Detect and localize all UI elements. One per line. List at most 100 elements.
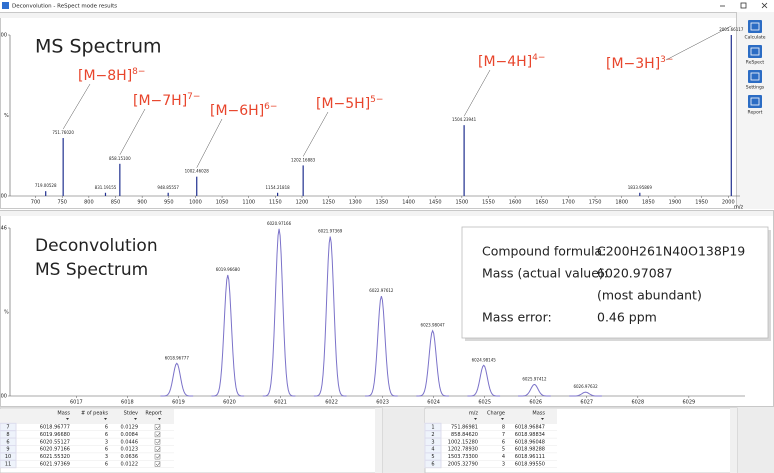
cell: 4	[502, 454, 505, 460]
ion: [M−3H]	[606, 56, 660, 72]
peak-label: 6021.97369	[318, 229, 343, 234]
x-tick-label: 1150	[269, 200, 282, 206]
cell: 8	[6, 432, 9, 438]
scrollbar[interactable]	[730, 408, 737, 473]
maximize[interactable]	[740, 2, 747, 9]
x-tick-label: 1300	[349, 200, 362, 206]
cell: 3	[105, 439, 108, 445]
cell: 2	[431, 432, 434, 438]
checkbox[interactable]	[154, 453, 161, 460]
check	[155, 447, 161, 452]
x-tick-label: 700	[31, 200, 41, 206]
cell: 6018.96847	[515, 425, 545, 431]
ion: [M−8H]	[78, 68, 132, 84]
ms-panel	[0, 12, 737, 209]
cell: 5	[431, 454, 434, 460]
x-tick-label: 2000	[722, 200, 735, 206]
checkbox[interactable]	[154, 439, 161, 445]
x-tick-label: 6021	[274, 400, 287, 406]
scrollbar[interactable]	[375, 408, 382, 473]
y-tick-label: 0.00	[0, 394, 7, 400]
sidebar-icon[interactable]	[748, 70, 762, 83]
peak	[262, 228, 296, 397]
peak-label: 1833.95869	[628, 185, 653, 190]
ion: [M−4H]	[478, 54, 532, 70]
ion-annotation: [M−6H]6−	[210, 102, 277, 120]
peak-label: 948.85557	[157, 185, 179, 190]
cell: 7	[502, 432, 505, 438]
peak-label: 1504.23941	[452, 117, 477, 122]
peak-label: 6023.98047	[421, 323, 446, 328]
filter-arrow	[158, 418, 161, 420]
info-value: 0.46 ppm	[597, 310, 657, 325]
x-tick-label: 6019	[172, 400, 185, 406]
peak-label: 1154.21818	[266, 185, 291, 190]
sidebar-icon-detail	[750, 22, 760, 31]
close[interactable]	[761, 2, 768, 9]
x-tick-label: 6029	[682, 400, 695, 406]
y-tick-label: 0.00	[0, 194, 7, 200]
info-label: Mass error:	[482, 310, 552, 325]
leader-line	[302, 111, 329, 157]
cell: 6018.96048	[515, 439, 545, 445]
table-header	[425, 409, 557, 424]
peak-label: 6020.97166	[267, 221, 292, 226]
leader-line	[196, 118, 223, 168]
x-tick-label: 1850	[642, 200, 655, 206]
peak-label: 6026.97632	[573, 384, 598, 389]
x-tick-label: 900	[137, 200, 147, 206]
cell: 0.0129	[121, 425, 139, 431]
checkbox[interactable]	[154, 446, 161, 452]
cell: 6019.96680	[40, 432, 70, 438]
check	[155, 432, 161, 437]
x-tick-label: 950	[164, 200, 174, 206]
y-axis-label: %	[4, 310, 9, 316]
x-tick-label: 6028	[631, 400, 644, 406]
cell: 11	[5, 462, 11, 468]
checkbox[interactable]	[154, 431, 161, 438]
sidebar-icon[interactable]	[748, 45, 762, 58]
cell: 3	[105, 454, 108, 460]
peak-label: 1002.46028	[185, 169, 210, 174]
cell: 10	[5, 454, 11, 460]
x-tick-label: 1950	[695, 200, 708, 206]
x-tick-label: 1500	[455, 200, 468, 206]
checkbox[interactable]	[154, 424, 161, 430]
cell: 6021.55320	[40, 454, 70, 460]
x-tick-label: 800	[84, 200, 94, 206]
checkbox[interactable]	[154, 461, 161, 467]
x-tick-label: 1800	[615, 200, 628, 206]
peak-label: 6025.97412	[522, 376, 547, 381]
peak-label: 719.00528	[35, 183, 57, 188]
peak-label: 2005.66117	[719, 27, 744, 32]
sidebar-icon[interactable]	[748, 20, 762, 33]
cell: 6	[502, 439, 505, 445]
leader-line	[665, 25, 732, 61]
filter-arrow	[541, 418, 544, 420]
cell: 858.84620	[451, 432, 478, 438]
charge: 4−	[532, 53, 545, 63]
ion-annotation: [M−5H]5−	[316, 95, 383, 113]
peak-label: 831.19155	[95, 185, 117, 190]
x-tick-label: 6017	[70, 400, 83, 406]
info-label: Mass (actual value):	[482, 266, 608, 281]
column-header: Mass	[57, 411, 70, 417]
cell: 6018.99550	[515, 462, 545, 468]
panel-title: Deconvolution	[35, 236, 158, 256]
peak-label: 858.15100	[109, 156, 131, 161]
cell: 6020.55127	[40, 439, 70, 445]
sidebar-icon-detail	[750, 97, 760, 106]
x-tick-label: 1600	[509, 200, 522, 206]
sidebar-icon[interactable]	[748, 95, 762, 108]
x-tick-label: 6025	[478, 400, 491, 406]
peak	[569, 391, 602, 397]
cell: 0.0123	[121, 447, 139, 453]
cell: 4	[431, 447, 434, 453]
x-tick-label: 1000	[189, 200, 202, 206]
cell: 1002.15280	[448, 439, 478, 445]
cell: 0.0122	[121, 462, 139, 468]
x-tick-label: 1900	[669, 200, 682, 206]
column-header: # of peaks	[81, 411, 108, 417]
ion-annotation: [M−8H]8−	[78, 67, 145, 85]
